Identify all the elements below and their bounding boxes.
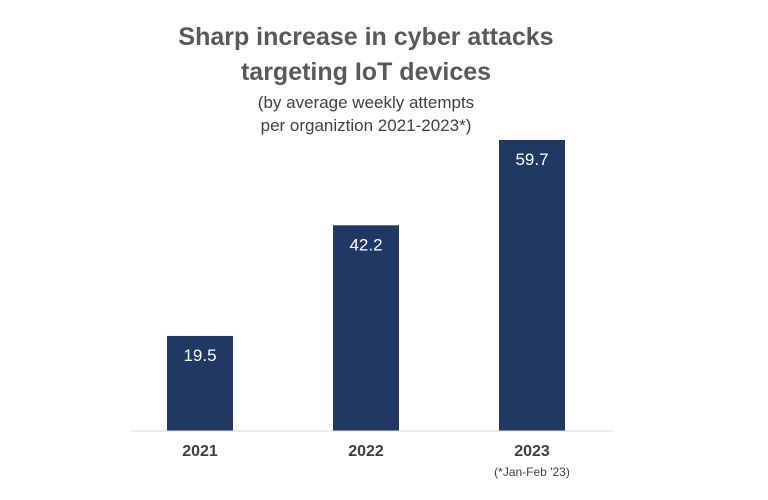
footnote: (*Jan-Feb '23) [494, 465, 570, 479]
data-label-2023: 59.7 [515, 150, 548, 169]
bar-2021 [167, 335, 233, 431]
data-label-2021: 19.5 [183, 346, 216, 365]
x-tick-label-2022: 2022 [348, 443, 384, 460]
bar-2023 [499, 140, 565, 431]
chart-subtitle-line-2: per organiztion 2021-2023*) [261, 116, 472, 135]
x-tick-labels: 2021 2022 2023 [182, 443, 550, 460]
chart-title-line-2: targeting IoT devices [241, 58, 491, 86]
bar-2022 [333, 225, 399, 431]
x-tick-label-2021: 2021 [182, 443, 218, 460]
x-tick-label-2023: 2023 [514, 443, 550, 460]
chart-title-line-1: Sharp increase in cyber attacks [178, 23, 553, 51]
data-label-2022: 42.2 [349, 235, 382, 254]
chart-subtitle-line-1: (by average weekly attempts [258, 93, 474, 112]
bars-group: 19.5 42.2 59.7 [167, 140, 565, 431]
